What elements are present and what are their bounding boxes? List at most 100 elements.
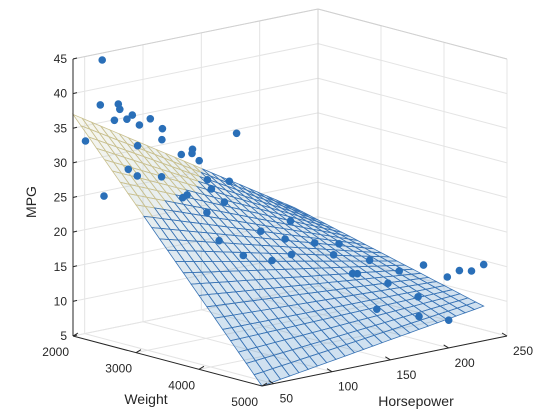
z-tick-mark bbox=[72, 92, 78, 95]
data-point bbox=[239, 251, 248, 260]
data-point bbox=[124, 165, 133, 174]
data-point bbox=[286, 217, 295, 225]
y-tick-mark bbox=[268, 380, 274, 385]
z-tick-mark bbox=[72, 126, 78, 129]
z-tick-label: 35 bbox=[54, 121, 68, 135]
data-point bbox=[116, 105, 124, 114]
z-tick-mark bbox=[72, 265, 78, 268]
z-tick-mark bbox=[72, 196, 78, 198]
data-point bbox=[158, 135, 166, 144]
data-point bbox=[100, 192, 108, 200]
data-point bbox=[384, 279, 392, 288]
y-axis-line bbox=[261, 335, 508, 387]
data-point bbox=[335, 240, 343, 248]
x-axis-label: Weight bbox=[124, 391, 167, 407]
grid-line bbox=[72, 43, 319, 95]
z-tick-label: 15 bbox=[54, 260, 68, 274]
data-point bbox=[479, 260, 488, 269]
grid-line bbox=[84, 333, 274, 385]
data-point bbox=[365, 256, 374, 265]
tick-labels: 5 10 15 20 25 30 35 40 45 2000 3000 4000 5000 50 100 15… bbox=[42, 52, 533, 409]
data-point bbox=[98, 56, 106, 64]
z-tick-label: 30 bbox=[54, 156, 68, 170]
data-point bbox=[81, 137, 90, 145]
data-point bbox=[443, 273, 452, 281]
data-point bbox=[203, 176, 212, 184]
grid-line bbox=[259, 297, 449, 349]
data-point bbox=[177, 150, 186, 159]
data-point bbox=[373, 305, 381, 314]
data-point bbox=[348, 269, 357, 278]
data-point bbox=[287, 250, 296, 259]
data-point bbox=[419, 261, 428, 269]
z-tick-mark bbox=[72, 230, 78, 233]
y-tick-mark bbox=[501, 332, 508, 337]
y-tick-mark bbox=[326, 368, 333, 373]
data-point bbox=[158, 124, 167, 133]
z-tick-label: 25 bbox=[54, 191, 68, 205]
data-point bbox=[232, 129, 241, 138]
data-point bbox=[96, 101, 105, 109]
x-tick-mark bbox=[261, 382, 268, 387]
data-point bbox=[395, 267, 404, 275]
z-tick-mark bbox=[72, 299, 78, 302]
box-edge bbox=[72, 8, 319, 60]
z-tick-label: 40 bbox=[54, 87, 68, 101]
data-point bbox=[215, 236, 223, 245]
data-point bbox=[203, 208, 211, 217]
x-tick-mark bbox=[135, 349, 142, 354]
y-tick-label: 50 bbox=[280, 392, 294, 406]
grid-line bbox=[135, 302, 382, 354]
data-point bbox=[178, 193, 187, 202]
data-point bbox=[123, 115, 131, 123]
data-point bbox=[455, 266, 464, 275]
data-point bbox=[188, 149, 196, 158]
x-axis-line bbox=[72, 335, 263, 387]
z-tick-label: 5 bbox=[60, 329, 67, 343]
x-tick-label: 3000 bbox=[105, 362, 132, 376]
grid-line bbox=[72, 112, 319, 164]
data-point bbox=[195, 156, 203, 165]
y-axis-label: Horsepower bbox=[378, 393, 454, 409]
grid-line bbox=[72, 216, 319, 268]
data-point bbox=[329, 251, 338, 259]
grid-line bbox=[72, 285, 319, 337]
grid-line bbox=[317, 285, 508, 337]
data-point bbox=[110, 116, 119, 125]
y-tick-label: 100 bbox=[338, 380, 358, 394]
box-edge bbox=[317, 8, 508, 60]
z-tick-mark bbox=[72, 57, 78, 60]
data-point bbox=[281, 235, 289, 243]
data-point bbox=[467, 267, 476, 275]
x-tick-label: 4000 bbox=[168, 378, 195, 392]
data-points bbox=[81, 56, 488, 325]
axes-grid bbox=[72, 8, 508, 387]
y-tick-mark bbox=[385, 356, 391, 361]
data-point bbox=[415, 312, 423, 321]
z-tick-label: 45 bbox=[54, 52, 68, 66]
grid-line bbox=[142, 321, 333, 373]
x-tick-mark bbox=[72, 332, 79, 337]
x-tick-label: 2000 bbox=[42, 345, 69, 359]
x-tick-mark bbox=[198, 365, 205, 370]
data-point bbox=[310, 239, 319, 247]
grid-line bbox=[317, 43, 508, 95]
data-point bbox=[444, 316, 453, 325]
surface-cell bbox=[465, 301, 485, 310]
z-tick-label: 10 bbox=[54, 294, 68, 308]
data-point bbox=[157, 173, 166, 181]
data-point bbox=[146, 115, 155, 123]
grid-line bbox=[317, 112, 508, 164]
grid-line bbox=[317, 181, 508, 233]
grid-line bbox=[317, 77, 508, 129]
data-point bbox=[207, 185, 216, 193]
grid-line bbox=[72, 181, 319, 233]
data-point bbox=[128, 111, 137, 119]
data-point bbox=[133, 141, 142, 150]
z-tick-label: 20 bbox=[54, 225, 68, 239]
data-point bbox=[414, 293, 422, 301]
grid-line bbox=[317, 147, 508, 198]
y-tick-mark bbox=[443, 344, 449, 349]
